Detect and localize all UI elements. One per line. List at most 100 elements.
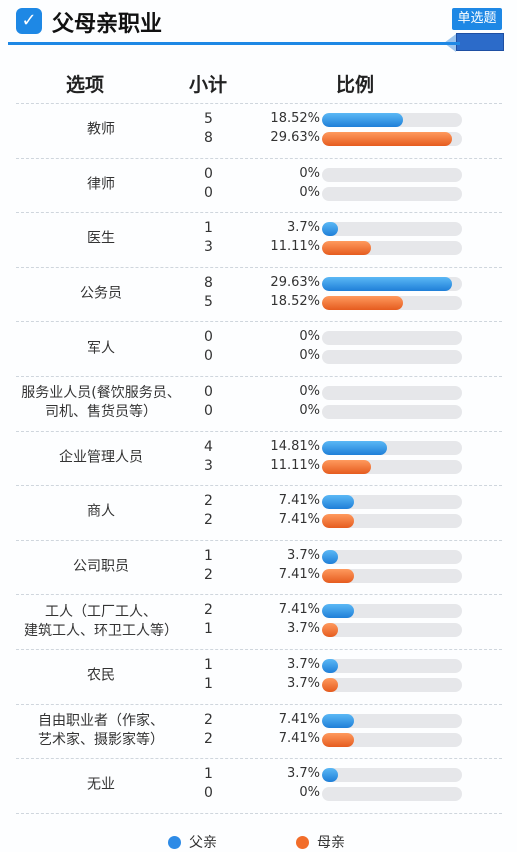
father-percent: 0% [299,384,320,399]
mother-bar-track [322,295,462,310]
father-count: 0 [204,384,213,400]
mother-count: 0 [204,184,213,201]
father-bar [322,222,339,237]
father-bar-track [322,713,462,728]
mother-percent: 11.11% [270,239,320,255]
father-count: 1 [204,766,213,783]
row-divider [16,376,502,377]
mother-dot-icon [296,836,309,849]
legend-mother-label: 母亲 [317,835,345,851]
mother-count: 3 [204,457,213,474]
column-header-subtotal: 小计 [189,74,228,96]
father-percent: 3.7% [286,657,320,672]
father-percent: 18.52% [270,111,320,126]
mother-bar-track [322,678,462,692]
father-percent: 7.41% [278,602,320,618]
mother-percent: 18.52% [270,293,320,309]
checkbox-icon: ✓ [16,8,42,34]
father-bar-track [322,167,462,182]
option-label: 工人（工厂工人、 建筑工人、环卫工人等） [24,603,178,639]
mother-bar-track [322,186,462,201]
father-percent: 7.41% [278,711,320,727]
father-count: 0 [204,329,213,346]
father-count: 8 [204,274,213,291]
row-divider [16,594,502,596]
mother-count: 1 [204,621,213,638]
mother-count: 0 [204,348,213,365]
table-row: 军人 0 0% 0 0% [16,321,502,376]
row-divider [16,266,502,268]
mother-bar-track [322,514,462,529]
father-count: 1 [204,657,213,673]
father-bar [322,604,355,619]
header: ✓ 父母亲职业 单选题 [0,0,517,52]
father-bar-track [322,113,462,127]
father-bar [322,440,387,455]
father-count: 1 [204,220,213,237]
mother-percent: 7.41% [278,512,320,528]
table-row: 工人（工厂工人、 建筑工人、环卫工人等） 2 7.41% 1 3.7% [16,594,502,649]
row-divider [16,758,502,760]
father-bar-track [322,604,462,619]
mother-bar [322,678,339,692]
mother-bar [322,459,371,474]
mother-bar [322,514,355,529]
mother-percent: 0% [299,184,320,200]
option-label: 公务员 [80,285,122,302]
father-bar [322,768,339,783]
father-percent: 0% [299,329,320,345]
father-percent: 7.41% [278,493,320,509]
mother-bar-track [322,405,462,419]
father-count: 4 [204,438,213,455]
father-percent: 3.7% [286,547,320,563]
mother-bar-track [322,787,462,802]
father-bar-track [322,440,462,455]
table-row: 商人 2 7.41% 2 7.41% [16,485,502,540]
mother-count: 2 [204,730,213,747]
mother-bar-track [322,568,462,583]
father-bar-track [322,386,462,400]
mother-bar-track [322,732,462,747]
father-bar-track [322,495,462,510]
table-row: 服务业人员(餐饮服务员、 司机、售货员等） 0 0% 0 0% [16,376,502,431]
father-count: 5 [204,111,213,127]
option-label: 企业管理人员 [59,449,143,466]
father-count: 2 [204,711,213,728]
father-bar [322,276,452,291]
legend-father-label: 父亲 [189,835,217,851]
table-row: 企业管理人员 4 14.81% 3 11.11% [16,431,502,486]
mother-count: 5 [204,293,213,310]
table-row: 公司职员 1 3.7% 2 7.41% [16,540,502,595]
option-label: 服务业人员(餐饮服务员、 司机、售货员等） [21,385,181,421]
mother-count: 2 [204,566,213,583]
mother-bar [322,568,355,583]
table-row: 农民 1 3.7% 1 3.7% [16,649,502,704]
father-count: 2 [204,602,213,619]
father-bar-track [322,222,462,237]
column-header-ratio: 比例 [336,74,375,96]
mother-percent: 0% [299,348,320,364]
option-label: 公司职员 [73,558,129,575]
father-bar-track [322,659,462,673]
father-bar-track [322,276,462,291]
mother-count: 3 [204,239,213,256]
mother-bar-track [322,241,462,256]
mother-bar-track [322,623,462,638]
mother-percent: 29.63% [270,130,320,145]
mother-bar [322,623,339,638]
father-count: 2 [204,493,213,510]
header-divider [8,42,460,45]
father-count: 0 [204,165,213,182]
mother-bar [322,241,371,256]
mother-percent: 3.7% [286,676,320,691]
mother-bar [322,732,355,747]
father-bar-track [322,331,462,346]
option-label: 教师 [87,121,115,138]
table-row: 公务员 8 29.63% 5 18.52% [16,267,502,322]
option-label: 无业 [87,776,115,793]
table-row: 自由职业者（作家、 艺术家、摄影家等） 2 7.41% 2 7.41% [16,704,502,759]
row-divider [16,812,502,814]
option-label: 商人 [87,503,115,520]
father-bar [322,713,355,728]
table-row: 律师 0 0% 0 0% [16,158,502,213]
